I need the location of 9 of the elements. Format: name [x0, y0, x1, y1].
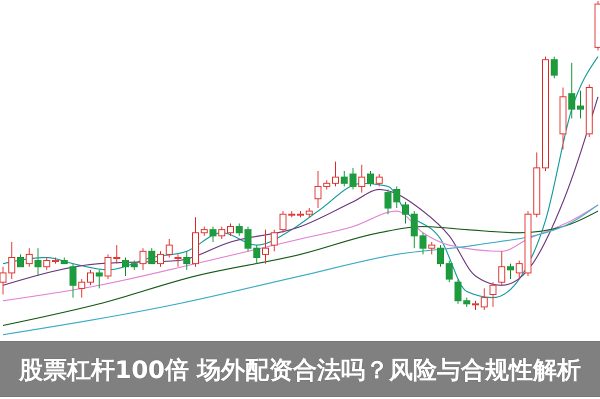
candlestick	[560, 87, 566, 150]
candlestick	[34, 248, 42, 277]
candlestick	[270, 229, 278, 252]
candlestick	[490, 282, 496, 308]
text: 股票杠杆100倍 场外配资合法吗？风险与合规性解析	[18, 356, 582, 384]
candlestick	[498, 250, 506, 286]
candlestick	[262, 229, 269, 264]
candlestick	[314, 170, 322, 209]
candlestick	[140, 248, 146, 270]
